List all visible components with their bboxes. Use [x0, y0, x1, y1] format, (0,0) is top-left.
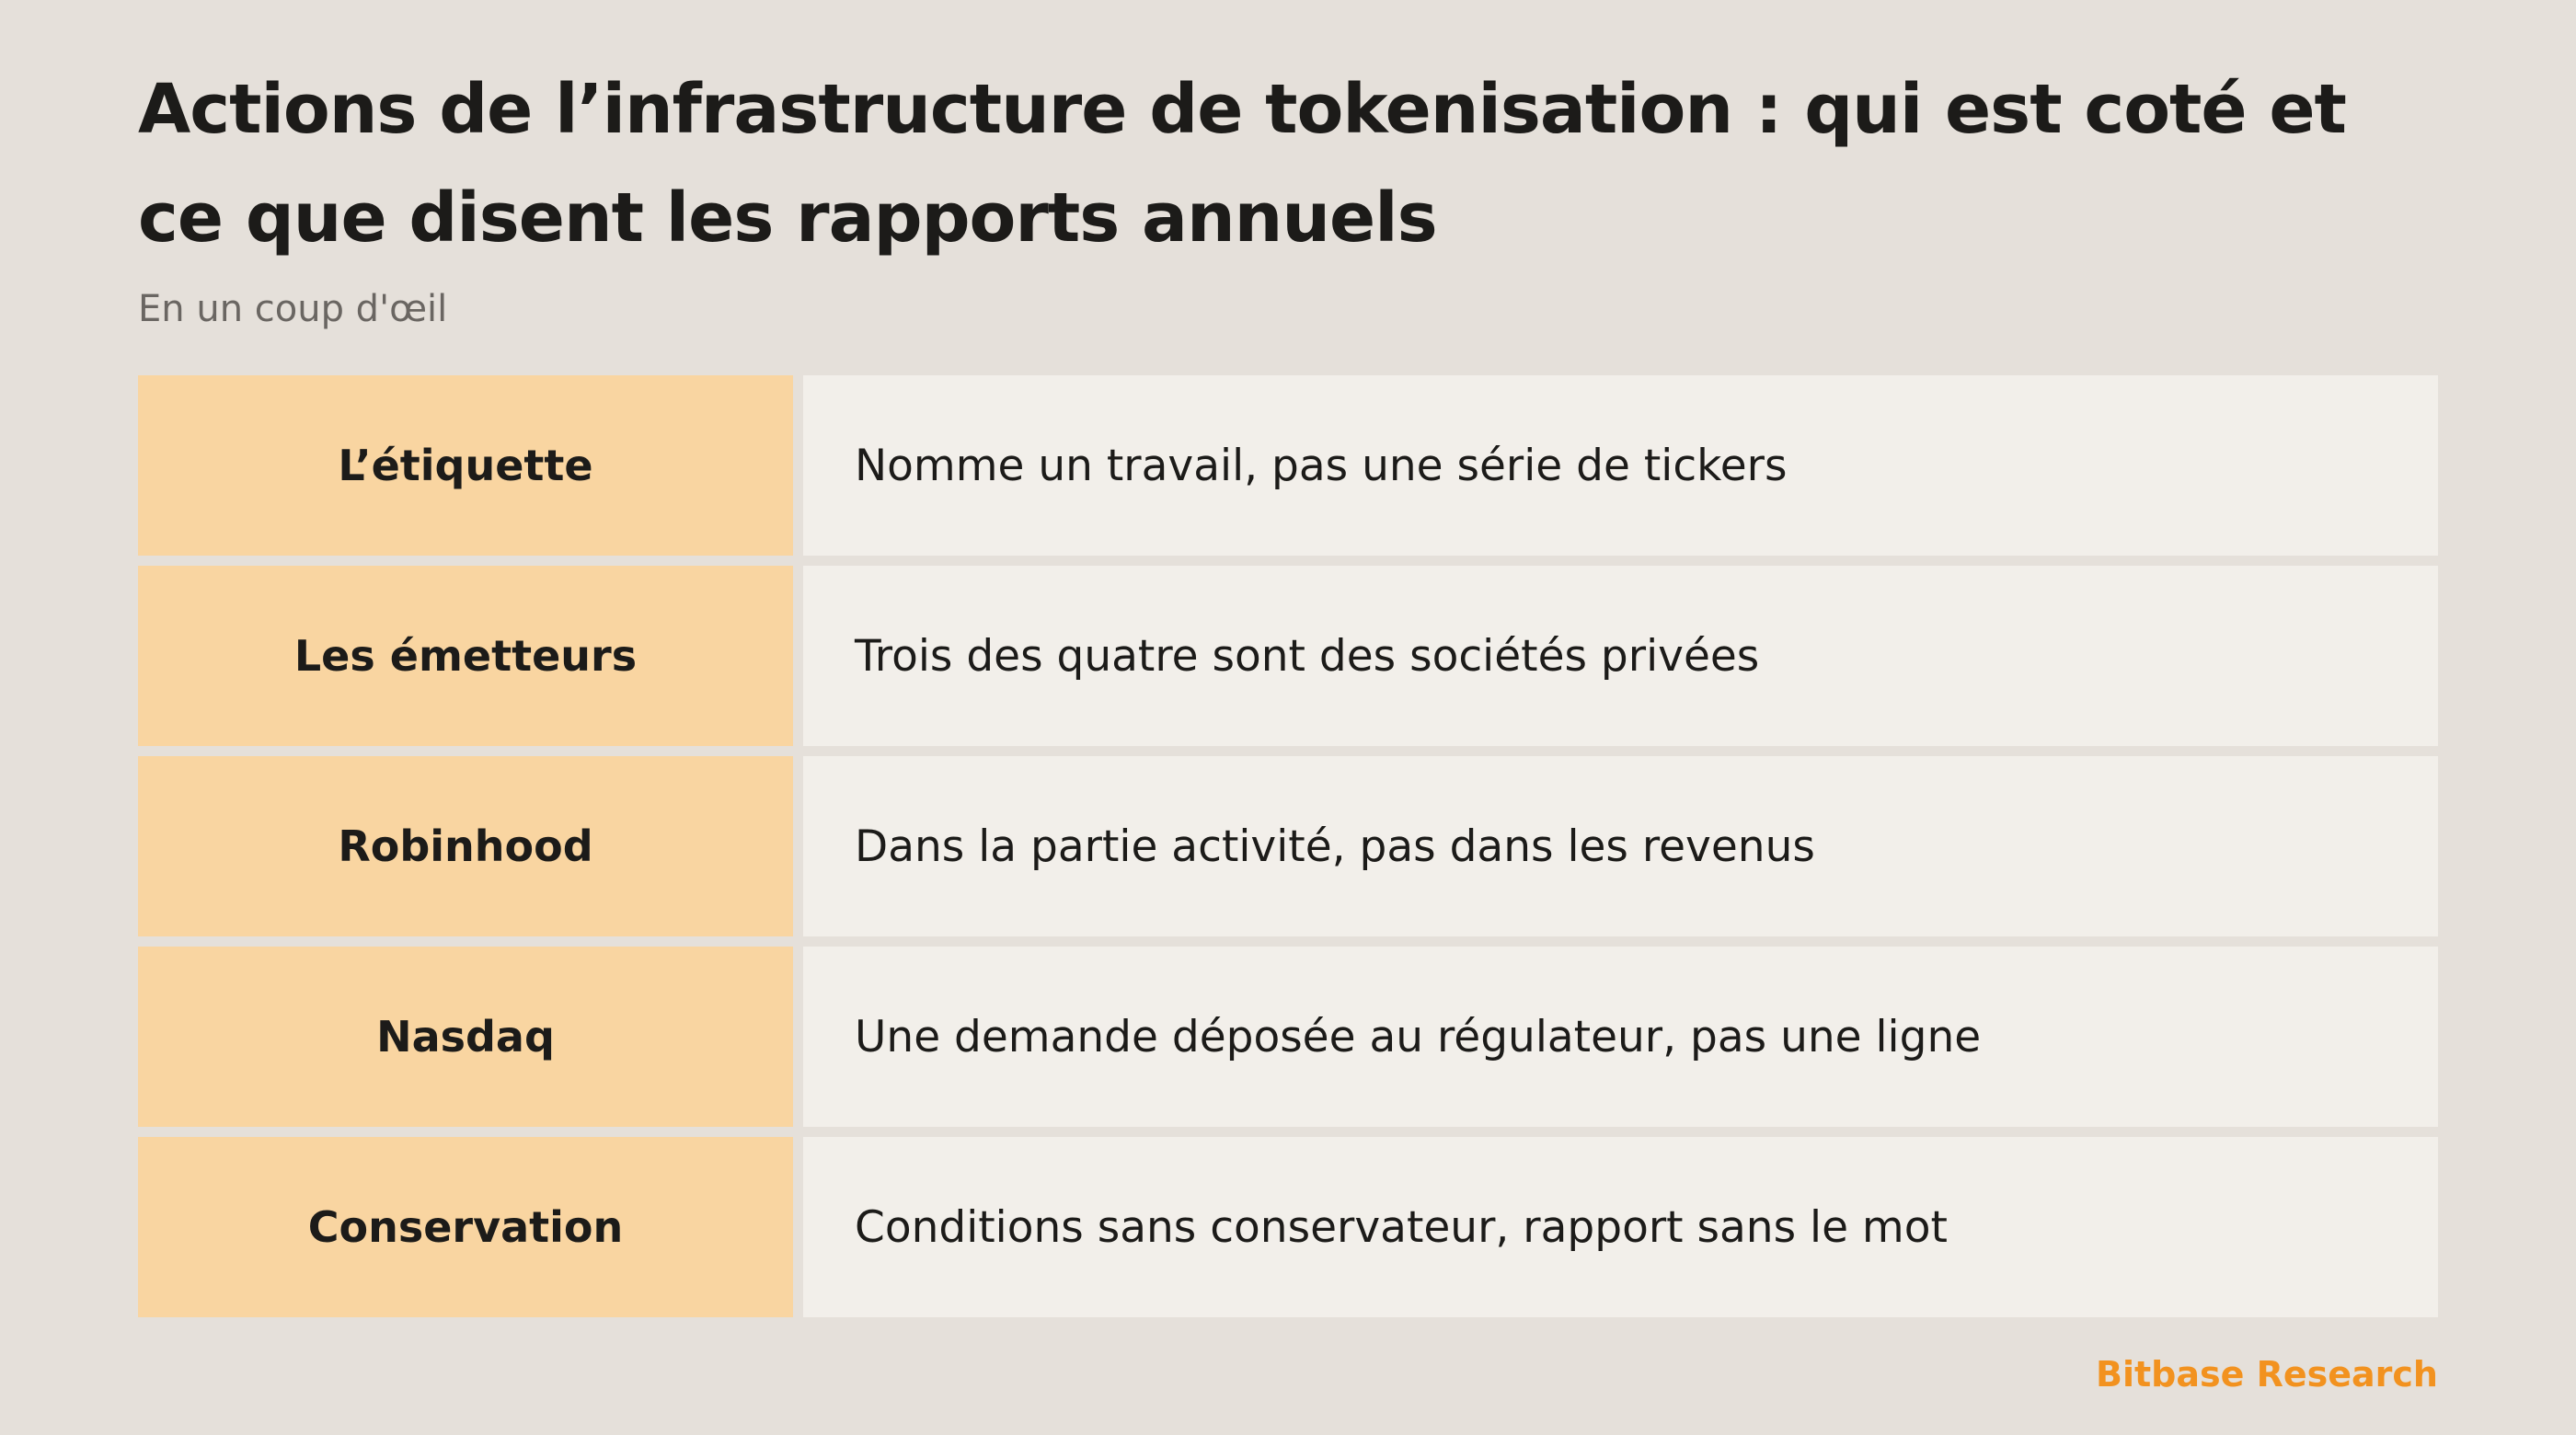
table-row: L’étiquette Nomme un travail, pas une sé… — [138, 375, 2438, 556]
brand-footer: Bitbase Research — [2095, 1354, 2438, 1395]
page-title: Actions de l’infrastructure de tokenisat… — [138, 70, 2347, 258]
row-label: L’étiquette — [138, 375, 793, 556]
row-label: Conservation — [138, 1137, 793, 1317]
summary-table: L’étiquette Nomme un travail, pas une sé… — [138, 375, 2438, 1317]
row-label: Robinhood — [138, 756, 793, 936]
row-description: Dans la partie activité, pas dans les re… — [803, 756, 2438, 936]
table-row: Conservation Conditions sans conservateu… — [138, 1137, 2438, 1317]
row-description: Conditions sans conservateur, rapport sa… — [803, 1137, 2438, 1317]
row-description: Nomme un travail, pas une série de ticke… — [803, 375, 2438, 556]
table-row: Les émetteurs Trois des quatre sont des … — [138, 566, 2438, 746]
table-row: Nasdaq Une demande déposée au régulateur… — [138, 947, 2438, 1127]
page-subtitle: En un coup d'œil — [138, 288, 448, 330]
row-label: Nasdaq — [138, 947, 793, 1127]
row-description: Une demande déposée au régulateur, pas u… — [803, 947, 2438, 1127]
row-label: Les émetteurs — [138, 566, 793, 746]
table-row: Robinhood Dans la partie activité, pas d… — [138, 756, 2438, 936]
row-description: Trois des quatre sont des sociétés privé… — [803, 566, 2438, 746]
